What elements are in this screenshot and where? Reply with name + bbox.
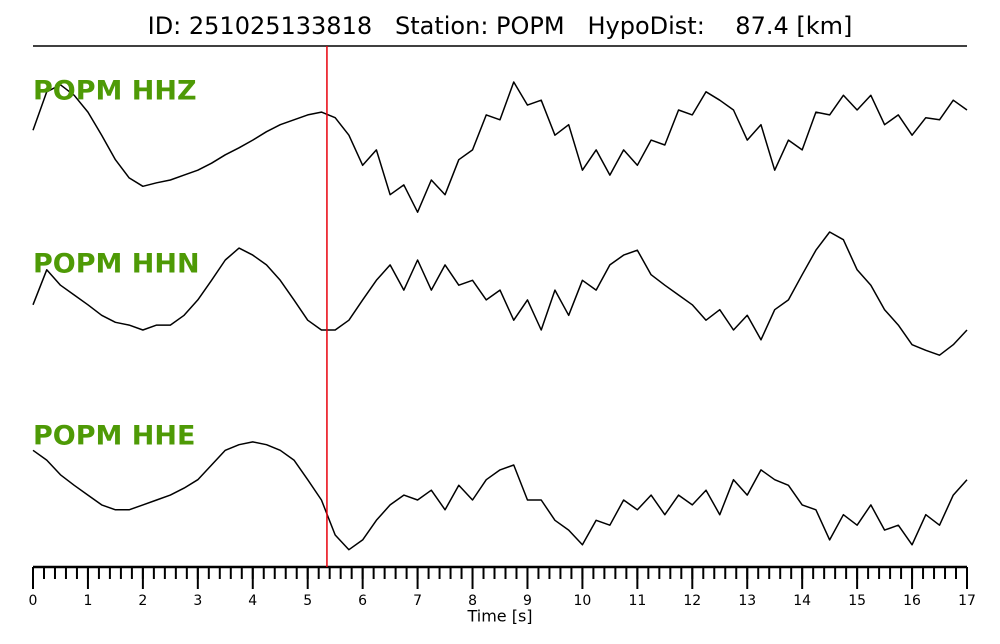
x-tick-label: 5 <box>303 593 312 609</box>
x-tick-label: 1 <box>83 593 92 609</box>
trace-label: POPM HHE <box>33 421 195 452</box>
trace-label: POPM HHN <box>33 249 200 280</box>
x-tick-label: 0 <box>29 593 38 609</box>
x-tick-label: 12 <box>683 593 701 609</box>
x-tick-label: 11 <box>628 593 646 609</box>
trace-label: POPM HHZ <box>33 76 197 107</box>
trace <box>32 441 968 551</box>
x-tick-label: 13 <box>738 593 756 609</box>
trace <box>32 81 968 213</box>
x-axis-label: Time [s] <box>466 607 532 626</box>
x-tick-label: 15 <box>848 593 866 609</box>
x-tick-label: 7 <box>413 593 422 609</box>
x-tick-label: 10 <box>573 593 591 609</box>
x-tick-label: 2 <box>138 593 147 609</box>
x-tick-label: 6 <box>358 593 367 609</box>
chart-title: ID: 251025133818 Station: POPM HypoDist:… <box>148 12 853 40</box>
x-tick-label: 4 <box>248 593 257 609</box>
x-tick-label: 14 <box>793 593 811 609</box>
x-tick-label: 9 <box>523 593 532 609</box>
x-tick-label: 17 <box>958 593 976 609</box>
x-tick-label: 8 <box>468 593 477 609</box>
trace <box>32 231 968 356</box>
x-tick-label: 3 <box>193 593 202 609</box>
x-tick-label: 16 <box>903 593 921 609</box>
